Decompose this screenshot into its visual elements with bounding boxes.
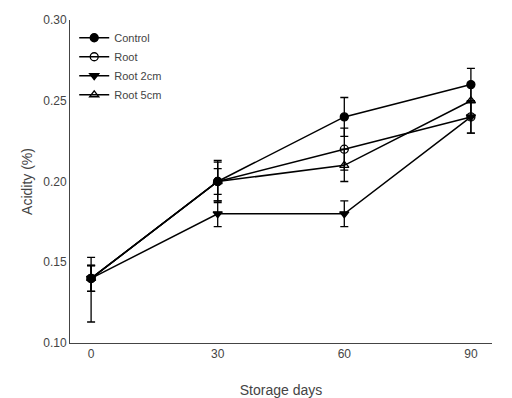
svg-text:Storage days: Storage days — [240, 382, 323, 398]
svg-text:Root 5cm: Root 5cm — [114, 89, 161, 101]
svg-text:0: 0 — [88, 347, 95, 361]
svg-text:0.10: 0.10 — [43, 336, 67, 350]
svg-text:Control: Control — [114, 32, 149, 44]
svg-text:0.25: 0.25 — [43, 94, 67, 108]
svg-text:Root 2cm: Root 2cm — [114, 70, 161, 82]
svg-text:Acidity (%): Acidity (%) — [19, 148, 35, 215]
svg-text:Root: Root — [114, 51, 137, 63]
svg-text:0.20: 0.20 — [43, 175, 67, 189]
svg-text:0.15: 0.15 — [43, 255, 67, 269]
svg-text:0.30: 0.30 — [43, 13, 67, 27]
svg-text:60: 60 — [338, 347, 352, 361]
svg-text:90: 90 — [464, 347, 478, 361]
svg-text:30: 30 — [211, 347, 225, 361]
